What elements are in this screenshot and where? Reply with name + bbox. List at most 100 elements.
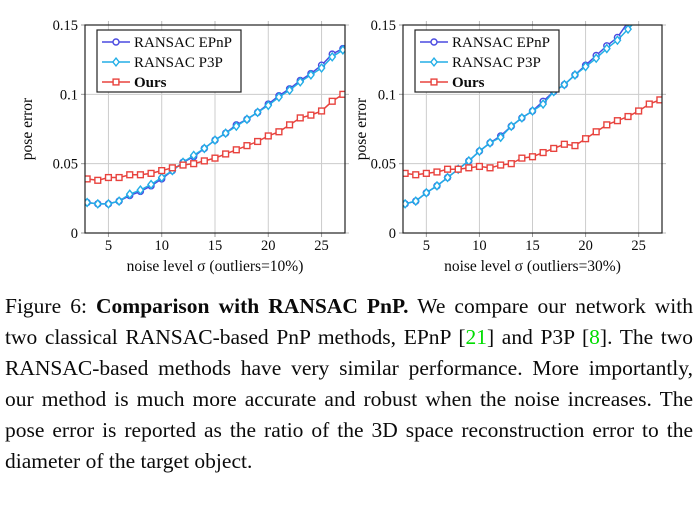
caption-body-3: ]. The two RANSAC-based methods have ver… (5, 325, 694, 473)
legend-label: RANSAC EPnP (134, 35, 232, 51)
data-point-marker (211, 135, 219, 146)
data-point-marker (432, 180, 441, 191)
x-tick-label: 5 (423, 238, 430, 254)
data-point-marker (94, 176, 102, 184)
line-chart-outliers-30: 0 0.05 0.1 0.15 5 10 15 20 25 noise level σ (outl… (353, 14, 666, 275)
legend: RANSAC EPnP RANSAC P3P Ours (96, 29, 242, 93)
series-ours (403, 96, 662, 179)
x-tick-label: 10 (472, 238, 487, 254)
x-axis-label: noise level σ (outliers=30%) (444, 258, 621, 275)
caption-body-1: We compare our network with two classica… (5, 294, 694, 349)
y-tick-label: 0.15 (53, 18, 78, 34)
data-point-marker (243, 142, 251, 150)
y-tick-label: 0 (71, 226, 78, 242)
data-point-marker (222, 150, 230, 158)
data-point-marker (486, 164, 494, 172)
data-point-marker (328, 97, 336, 105)
legend: RANSAC EPnP RANSAC P3P Ours (414, 29, 560, 93)
data-point-marker (274, 92, 283, 103)
data-point-marker (454, 165, 462, 173)
data-point-marker (264, 132, 272, 140)
data-point-marker (115, 173, 123, 182)
data-point-marker (157, 172, 166, 183)
x-tick-label: 20 (578, 238, 593, 254)
data-point-marker (602, 43, 611, 54)
legend-label: Ours (452, 75, 485, 91)
figure-caption: Figure 6: Comparison with RANSAC PnP. We… (0, 291, 698, 477)
legend-label: RANSAC EPnP (452, 35, 550, 51)
legend-marker (430, 56, 438, 68)
data-point-marker (592, 53, 601, 64)
data-point-marker (497, 161, 505, 169)
data-point-marker (560, 79, 569, 90)
data-point-marker (85, 175, 91, 183)
data-point-marker (104, 173, 113, 182)
data-point-marker (104, 198, 113, 209)
legend-marker (112, 78, 120, 86)
data-point-marker (560, 140, 568, 148)
citation-8[interactable]: 8 (589, 325, 600, 349)
data-point-marker (232, 146, 240, 154)
data-point-marker (518, 154, 526, 162)
data-point-marker (317, 62, 326, 74)
data-point-marker (158, 166, 166, 175)
data-point-marker (613, 35, 622, 46)
citation-21[interactable]: 21 (465, 325, 488, 349)
data-point-marker (603, 121, 611, 129)
data-point-marker (635, 107, 643, 115)
legend-label: RANSAC P3P (134, 55, 223, 71)
data-point-marker (571, 142, 579, 150)
data-point-marker (296, 114, 304, 122)
data-point-marker (422, 169, 430, 177)
chart-outliers-10: 0 0.05 0.1 0.15 5 10 15 20 25 noise level σ (outl… (0, 0, 349, 285)
data-point-marker (645, 100, 653, 108)
chart-outliers-30: 0 0.05 0.1 0.15 5 10 15 20 25 noise level σ (outl… (349, 0, 698, 285)
data-point-marker (636, 14, 642, 22)
y-tick-label: 0.1 (378, 87, 396, 103)
data-point-marker (307, 111, 315, 119)
caption-body-2: ] and P3P [ (487, 325, 590, 349)
data-point-marker (465, 164, 473, 172)
legend-label: Ours (134, 75, 167, 91)
data-point-marker (147, 179, 156, 190)
data-point-marker (422, 187, 431, 198)
data-point-marker (507, 121, 516, 132)
data-point-marker (581, 61, 590, 72)
data-point-marker (115, 196, 124, 207)
data-point-marker (475, 162, 484, 171)
data-point-marker (232, 121, 241, 132)
data-point-marker (126, 171, 134, 179)
figure-charts-row: 0 0.05 0.1 0.15 5 10 15 20 25 noise level σ (outl… (0, 0, 698, 285)
data-point-marker (517, 112, 526, 123)
data-point-marker (254, 137, 262, 146)
x-tick-label: 5 (105, 238, 112, 254)
data-point-marker (285, 121, 294, 129)
legend-marker (112, 56, 120, 68)
y-tick-label: 0.05 (371, 157, 396, 173)
data-point-marker (528, 105, 537, 116)
legend-marker (112, 38, 120, 46)
data-point-marker (285, 85, 294, 96)
plot-border (402, 24, 663, 234)
data-point-marker (264, 100, 273, 111)
y-tick-label: 0.05 (53, 157, 78, 173)
data-point-marker (539, 99, 548, 110)
data-point-marker (592, 128, 600, 136)
data-point-marker (136, 184, 145, 196)
data-point-marker (306, 69, 315, 80)
y-tick-label: 0.15 (371, 18, 396, 34)
legend-marker (430, 38, 438, 46)
data-point-marker (296, 76, 305, 87)
plot-border (84, 24, 346, 234)
data-point-marker (624, 25, 633, 35)
data-point-marker (200, 143, 209, 154)
x-tick-label: 20 (261, 238, 276, 254)
data-point-marker (443, 165, 452, 173)
x-tick-label: 25 (631, 238, 646, 254)
data-point-marker (411, 196, 420, 207)
y-axis-label: pose error (353, 97, 370, 160)
data-point-marker (528, 153, 537, 161)
x-tick-label: 15 (208, 238, 223, 254)
data-point-marker (168, 164, 176, 172)
